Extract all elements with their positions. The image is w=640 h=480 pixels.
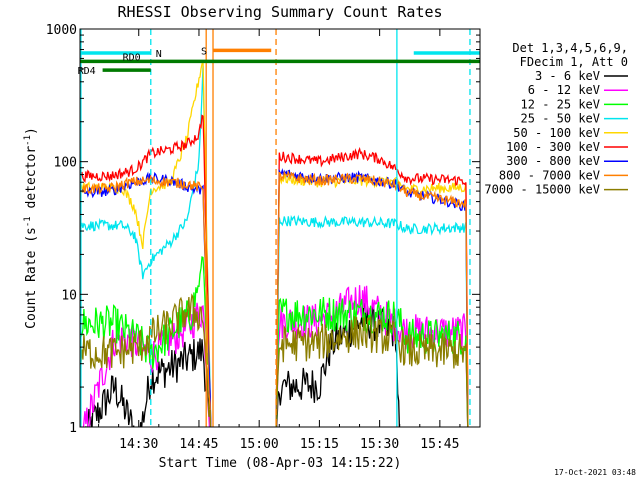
flag-label-0: N <box>156 49 162 60</box>
chart-title: RHESSI Observing Summary Count Rates <box>117 3 442 21</box>
flag-label-1: RD0 <box>123 52 141 63</box>
vline-layer <box>80 29 471 427</box>
x-tick-label-1: 14:45 <box>179 437 218 452</box>
series-line-3 <box>80 65 469 427</box>
y-tick-label-3: 1000 <box>46 23 77 38</box>
x-tick-label-5: 15:45 <box>420 437 459 452</box>
y-axis-label: Count Rate (s-1 detector-1) <box>23 127 39 329</box>
legend-label-0: 3 - 6 keV <box>535 69 600 83</box>
x-tick-label-3: 15:15 <box>300 437 339 452</box>
y-tick-label-1: 10 <box>61 288 77 303</box>
x-axis: 14:30 14:45 15:00 15:15 15:30 15:45 <box>98 29 461 452</box>
series-line-4 <box>80 60 469 427</box>
legend-label-6: 300 - 800 keV <box>506 154 600 168</box>
footer-date: 17-Oct-2021 03:48 <box>554 468 636 477</box>
series-line-0 <box>85 302 401 427</box>
legend-label-7: 800 - 7000 keV <box>499 168 600 182</box>
flag-label-2: RD4 <box>78 66 96 77</box>
legend: Det 1,3,4,5,6,9, FDecim 1, Att 0 3 - 6 k… <box>484 41 628 197</box>
y-axis-label-end: ) <box>24 127 39 135</box>
flag-layer: N RD0 RD4 S <box>78 46 480 77</box>
legend-label-3: 25 - 50 keV <box>521 112 600 126</box>
y-axis-label-sup2: -1 <box>23 135 33 146</box>
flag-label-3: S <box>201 46 207 57</box>
series-line-7 <box>80 170 469 427</box>
y-axis-label-main: Count Rate (s <box>24 227 39 329</box>
legend-label-4: 50 - 100 keV <box>513 126 600 140</box>
x-tick-label-2: 15:00 <box>240 437 279 452</box>
legend-label-1: 6 - 12 keV <box>528 83 600 97</box>
legend-label-8: 7000 - 15000 keV <box>484 183 600 197</box>
y-tick-label-2: 100 <box>54 156 77 171</box>
series-line-8 <box>80 293 469 427</box>
y-axis-label-sup1: -1 <box>23 216 33 227</box>
legend-header-line-2: FDecim 1, Att 0 <box>520 55 628 69</box>
y-axis: 1 10 100 1000 <box>46 23 480 436</box>
legend-label-5: 100 - 300 keV <box>506 140 600 154</box>
series-line-1 <box>82 285 469 427</box>
y-axis-label-mid: detector <box>24 146 39 217</box>
series-line-5 <box>80 114 469 427</box>
plot-frame <box>79 28 481 428</box>
y-tick-label-0: 1 <box>69 421 77 436</box>
x-tick-label-0: 14:30 <box>119 437 158 452</box>
series-layer <box>80 60 469 427</box>
x-tick-label-4: 15:30 <box>360 437 399 452</box>
x-axis-label: Start Time (08-Apr-03 14:15:22) <box>159 456 402 471</box>
legend-header-line-1: Det 1,3,4,5,6,9, <box>512 41 628 55</box>
legend-label-2: 12 - 25 keV <box>521 97 600 111</box>
